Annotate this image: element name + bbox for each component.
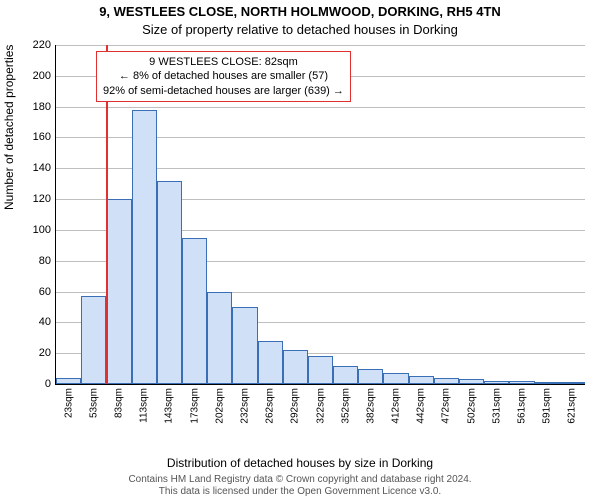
- x-tick-label: 442sqm: [416, 388, 427, 424]
- chart-title-main: 9, WESTLEES CLOSE, NORTH HOLMWOOD, DORKI…: [0, 4, 600, 19]
- histogram-bar: [232, 307, 257, 384]
- x-tick-label: 53sqm: [88, 388, 99, 418]
- credits: Contains HM Land Registry data © Crown c…: [0, 474, 600, 498]
- histogram-bar: [383, 373, 408, 384]
- histogram-bar: [560, 382, 585, 384]
- x-tick-label: 262sqm: [265, 388, 276, 424]
- y-tick-label: 80: [39, 255, 51, 267]
- x-tick-label: 232sqm: [239, 388, 250, 424]
- histogram-bar: [81, 296, 106, 384]
- histogram-bar: [459, 379, 484, 384]
- histogram-bar: [535, 382, 560, 384]
- y-tick-label: 200: [33, 70, 51, 82]
- marker-annotation: 9 WESTLEES CLOSE: 82sqm ← 8% of detached…: [96, 51, 351, 102]
- y-axis-label: Number of detached properties: [2, 45, 16, 210]
- x-tick-label: 382sqm: [365, 388, 376, 424]
- histogram-bar: [283, 350, 308, 384]
- chart-plot-area: 02040608010012014016018020022023sqm53sqm…: [55, 45, 585, 385]
- y-tick-label: 0: [45, 378, 51, 390]
- y-tick-label: 160: [33, 131, 51, 143]
- chart-title-sub: Size of property relative to detached ho…: [0, 22, 600, 37]
- y-tick-label: 100: [33, 224, 51, 236]
- x-tick-label: 292sqm: [290, 388, 301, 424]
- x-tick-label: 113sqm: [139, 388, 150, 423]
- x-tick-label: 412sqm: [391, 388, 402, 424]
- x-tick-label: 621sqm: [567, 388, 578, 424]
- histogram-bar: [358, 369, 383, 384]
- x-tick-label: 502sqm: [466, 388, 477, 424]
- annotation-line3: 92% of semi-detached houses are larger (…: [103, 84, 344, 98]
- histogram-bar: [132, 110, 157, 384]
- credits-line2: This data is licensed under the Open Gov…: [0, 486, 600, 498]
- histogram-bar: [333, 366, 358, 384]
- x-tick-label: 472sqm: [441, 388, 452, 424]
- x-tick-label: 23sqm: [63, 388, 74, 418]
- histogram-bar: [409, 376, 434, 384]
- histogram-bar: [157, 181, 182, 384]
- credits-line1: Contains HM Land Registry data © Crown c…: [0, 474, 600, 486]
- y-tick-label: 120: [33, 193, 51, 205]
- x-tick-label: 352sqm: [340, 388, 351, 424]
- histogram-bar: [308, 356, 333, 384]
- histogram-bar: [56, 378, 81, 384]
- annotation-line2: ← 8% of detached houses are smaller (57): [103, 69, 344, 83]
- histogram-bar: [207, 292, 232, 384]
- y-tick-label: 60: [39, 286, 51, 298]
- histogram-bar: [509, 381, 534, 384]
- y-tick-label: 140: [33, 162, 51, 174]
- y-tick-label: 220: [33, 39, 51, 51]
- x-tick-label: 531sqm: [491, 388, 502, 424]
- y-tick-label: 180: [33, 101, 51, 113]
- annotation-line1: 9 WESTLEES CLOSE: 82sqm: [103, 55, 344, 69]
- x-tick-label: 173sqm: [189, 388, 200, 424]
- x-tick-label: 202sqm: [214, 388, 225, 424]
- x-tick-label: 322sqm: [315, 388, 326, 424]
- x-tick-label: 83sqm: [113, 388, 124, 418]
- y-tick-label: 20: [39, 347, 51, 359]
- x-axis-label: Distribution of detached houses by size …: [0, 456, 600, 470]
- histogram-bar: [106, 199, 131, 384]
- histogram-bar: [182, 238, 207, 384]
- x-tick-label: 591sqm: [542, 388, 553, 424]
- histogram-bar: [258, 341, 283, 384]
- x-tick-label: 561sqm: [517, 388, 528, 424]
- x-tick-label: 143sqm: [164, 388, 175, 424]
- gridline: [56, 107, 585, 108]
- histogram-bar: [434, 378, 459, 384]
- histogram-bar: [484, 381, 509, 384]
- y-tick-label: 40: [39, 316, 51, 328]
- gridline: [56, 45, 585, 46]
